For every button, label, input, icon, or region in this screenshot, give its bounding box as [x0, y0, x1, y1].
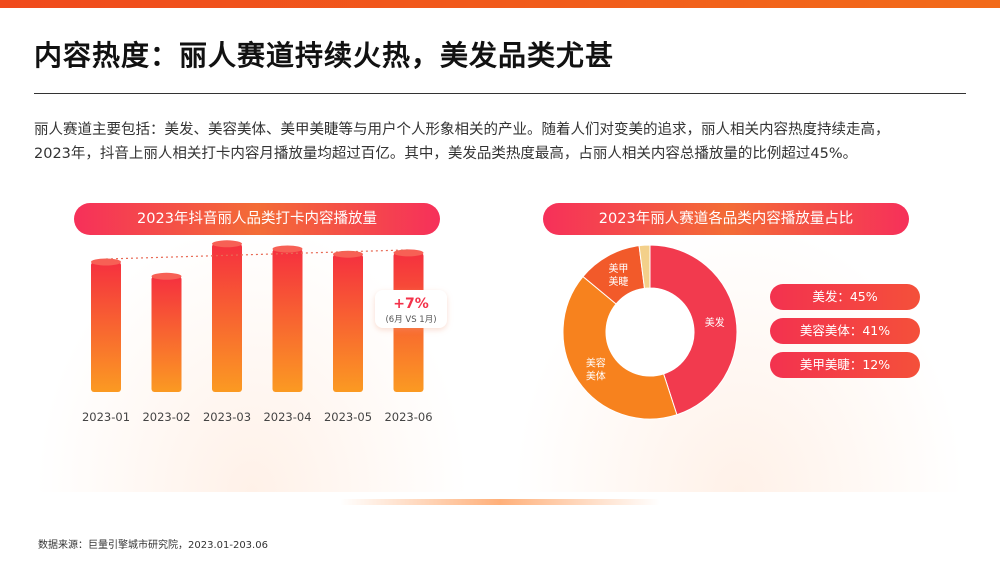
growth-annotation-value: +7% [393, 296, 429, 312]
legend-meirong-meiti: 美容美体：41% [770, 318, 920, 344]
x-tick-label: 2023-05 [324, 410, 372, 424]
donut-slice-label: 美容 [586, 356, 606, 369]
bar-cap-2023-05 [333, 250, 363, 258]
trend-line [105, 249, 409, 260]
bar-cap-2023-04 [272, 245, 303, 253]
x-tick-label: 2023-02 [142, 410, 190, 424]
bar-cap-2023-01 [91, 258, 121, 266]
intro-paragraph: 丽人赛道主要包括：美发、美容美体、美甲美睫等与用户个人形象相关的产业。随着人们对… [34, 118, 966, 166]
x-tick-label: 2023-06 [384, 410, 432, 424]
donut-slice-label: 美发 [705, 316, 725, 329]
donut-slice-label: 美体 [586, 369, 606, 382]
intro-line-1: 丽人赛道主要包括：美发、美容美体、美甲美睫等与用户个人形象相关的产业。随着人们对… [34, 122, 890, 138]
donut-chart-title: 2023年丽人赛道各品类内容播放量占比 [543, 203, 909, 235]
x-tick-label: 2023-04 [263, 410, 311, 424]
bar-chart-title: 2023年抖音丽人品类打卡内容播放量 [74, 203, 440, 235]
data-source-note: 数据来源：巨量引擎城市研究院，2023.01-203.06 [38, 540, 268, 551]
top-accent-bar [0, 0, 1000, 8]
bar-cap-2023-06 [393, 249, 424, 257]
legend-meijia-meijie: 美甲美睫：12% [770, 352, 920, 378]
donut-hole [606, 288, 694, 376]
donut-slice-label: 美睫 [608, 275, 628, 288]
decorative-glow [340, 499, 660, 505]
intro-line-2: 2023年，抖音上丽人相关打卡内容月播放量均超过百亿。其中，美发品类热度最高，占… [34, 146, 858, 162]
bar-2023-05 [333, 254, 363, 392]
x-tick-label: 2023-01 [82, 410, 130, 424]
growth-annotation-note: (6月 VS 1月) [385, 315, 436, 325]
bar-cap-2023-03 [212, 240, 242, 248]
x-tick-label: 2023-03 [203, 410, 251, 424]
bar-cap-2023-02 [151, 272, 182, 280]
donut-slice-label: 美甲 [608, 262, 628, 275]
page-title: 内容热度：丽人赛道持续火热，美发品类尤甚 [34, 39, 615, 72]
bar-2023-03 [212, 243, 242, 392]
bar-2023-01 [91, 262, 121, 392]
bar-2023-04 [272, 249, 303, 392]
bar-2023-02 [151, 276, 182, 392]
legend-meifa: 美发：45% [770, 284, 920, 310]
growth-annotation-box [375, 290, 447, 328]
title-divider [34, 93, 966, 94]
